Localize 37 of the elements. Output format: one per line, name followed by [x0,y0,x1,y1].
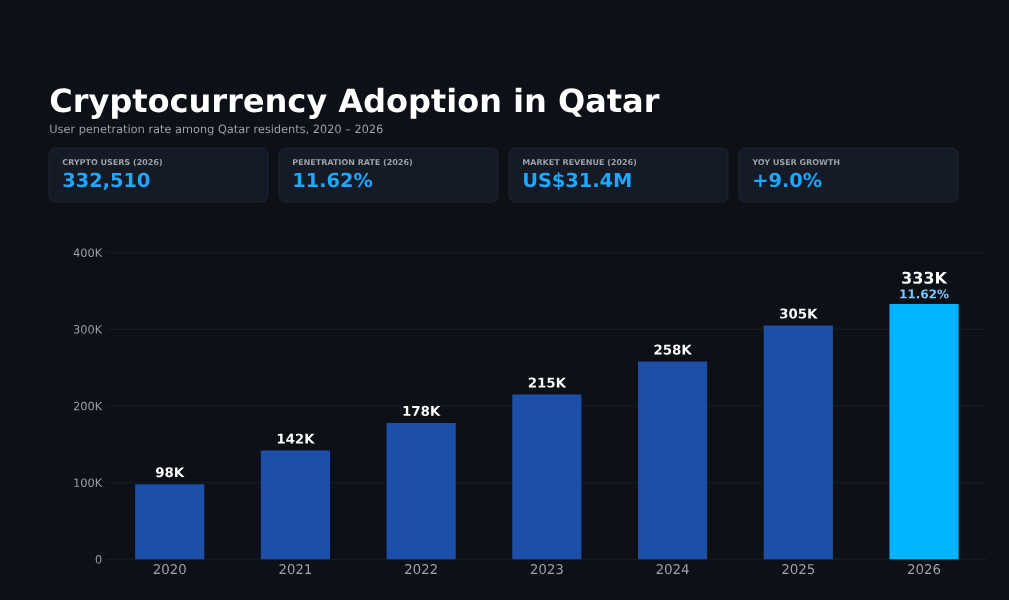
bar [763,325,833,560]
chart-subtitle: User penetration rate among Qatar residents, 2020 – 2026 [50,124,383,136]
text: MARKET REVENUE (2026) [523,158,637,167]
y-tick-label: 400K [73,248,103,257]
text: US$31.4M [524,172,631,190]
data-label: 142K [277,433,315,444]
text: +9.0% [754,172,822,188]
bar [638,361,708,560]
x-tick-label: 2020 [153,564,186,575]
bar [260,450,331,560]
text: YOY USER GROWTH [752,159,840,166]
bar [135,484,205,560]
bar [889,304,959,560]
data-label: 178K [403,405,441,416]
data-label: 98K [155,467,185,478]
text: CRYPTO USERS (2026) [62,158,162,167]
x-tick-label: 2022 [405,564,437,575]
y-tick-label: 300K [73,325,103,334]
y-tick-label: 100K [74,478,103,487]
data-label: 215K [528,377,567,388]
chart-title: Cryptocurrency Adoption in Qatar [50,87,660,119]
data-label: 333K [902,271,948,284]
y-tick-label: 0 [95,555,102,564]
annotation: 11.62% [900,289,949,299]
data-label: 305K [780,308,818,319]
text: PENETRATION RATE (2026) [293,158,412,167]
x-tick-label: 2021 [279,564,312,575]
data-label: 258K [654,344,693,355]
x-tick-label: 2024 [656,564,689,575]
bar [512,394,582,560]
x-tick-label: 2025 [782,564,815,575]
x-tick-label: 2023 [530,564,563,575]
text: 332,510 [63,172,150,190]
bar [386,422,456,560]
text: 11.62% [294,172,373,188]
x-tick-label: 2026 [908,564,941,575]
y-tick-label: 200K [73,401,103,411]
